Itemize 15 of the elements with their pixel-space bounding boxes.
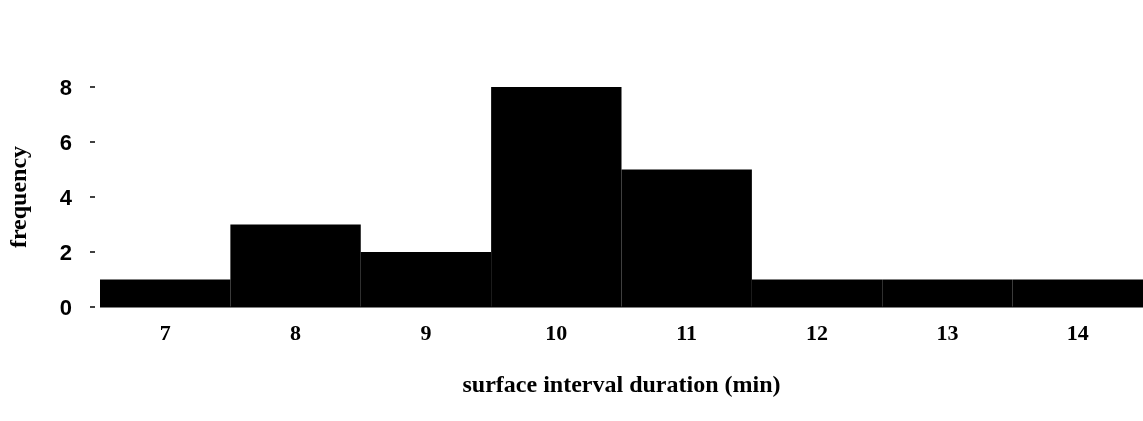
y-axis-title: frequency [5,145,31,249]
x-tick-label: 11 [676,320,698,345]
y-tick-label: 0 [59,294,72,320]
y-tick-label: 2 [59,239,72,265]
y-tick-label: 6 [59,129,72,155]
x-tick-label: 7 [159,320,171,345]
x-tick-label: 8 [290,320,302,345]
x-axis-title: surface interval duration (min) [462,371,781,397]
x-tick-label: 10 [545,320,568,345]
x-tick-label: 12 [806,320,829,345]
x-tick-label: 9 [420,320,432,345]
x-tick-label: 13 [936,320,959,345]
y-tick-label: 8 [59,74,72,100]
x-tick-label: 14 [1066,320,1089,345]
y-tick-label: 4 [59,184,73,210]
